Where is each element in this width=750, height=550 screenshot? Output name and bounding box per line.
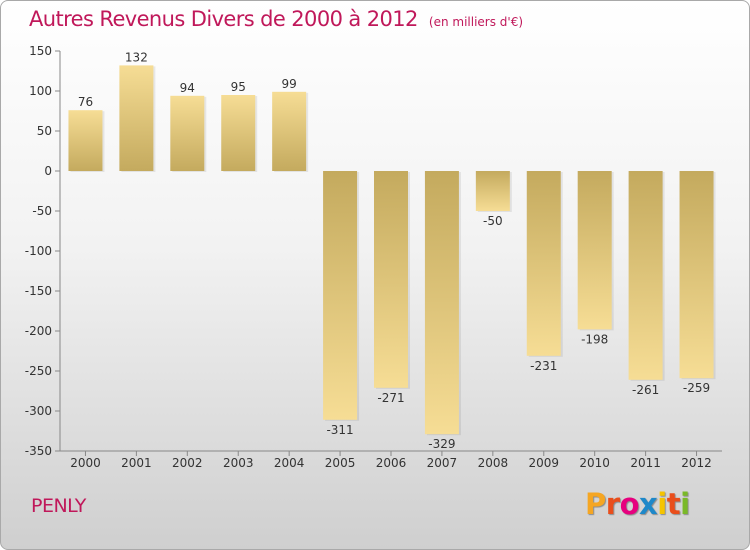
x-tick-label: 2002: [172, 456, 203, 470]
y-tick-label: -350: [25, 444, 52, 458]
y-tick-label: -100: [25, 244, 52, 258]
bar-value-label: 95: [231, 80, 246, 94]
bar-value-label: 94: [180, 81, 195, 95]
y-tick-label: -200: [25, 324, 52, 338]
logo-letter: i: [680, 487, 690, 521]
chart-unit-label: (en milliers d'€): [428, 15, 524, 29]
x-tick-label: 2008: [478, 456, 509, 470]
logo-letter: x: [639, 487, 658, 521]
bar-value-label: -50: [483, 214, 503, 228]
bar-2007: [424, 171, 459, 435]
bar-value-label: -329: [428, 437, 455, 451]
x-tick-label: 2001: [121, 456, 152, 470]
logo-letter: r: [605, 487, 620, 521]
logo-letter: P: [585, 487, 606, 521]
bar-value-label: -231: [530, 359, 557, 373]
bar-2000: [68, 110, 103, 171]
bar-2010: [577, 171, 612, 330]
chart-title-row: Autres Revenus Divers de 2000 à 2012 (en…: [29, 7, 523, 31]
bar-2004: [272, 91, 307, 171]
x-tick-label: 2006: [376, 456, 407, 470]
bar-value-label: 99: [282, 77, 297, 91]
bar-2009: [526, 171, 561, 356]
bar-2001: [119, 65, 154, 171]
bar-value-label: -271: [377, 391, 404, 405]
y-tick-label: -250: [25, 364, 52, 378]
x-tick-label: 2009: [528, 456, 559, 470]
bar-2008: [475, 171, 510, 211]
y-tick-label: 0: [44, 164, 52, 178]
y-tick-label: -300: [25, 404, 52, 418]
proxiti-logo: Proxiti: [585, 487, 690, 521]
bar-value-label: -198: [581, 332, 608, 346]
bar-value-label: -311: [326, 423, 353, 437]
y-tick-label: 50: [37, 124, 52, 138]
bar-2003: [221, 95, 256, 171]
x-tick-label: 2000: [70, 456, 101, 470]
bar-2011: [628, 171, 663, 380]
x-tick-label: 2005: [325, 456, 356, 470]
bar-value-label: -261: [632, 383, 659, 397]
bar-value-label: -259: [683, 381, 710, 395]
y-tick-label: 150: [29, 44, 52, 58]
chart-title: Autres Revenus Divers de 2000 à 2012: [29, 7, 418, 31]
logo-letter: i: [657, 487, 667, 521]
y-tick-label: 100: [29, 84, 52, 98]
y-tick-label: -50: [32, 204, 52, 218]
bar-2002: [170, 95, 205, 171]
bar-2006: [374, 171, 408, 388]
x-tick-label: 2011: [630, 456, 661, 470]
x-tick-label: 2012: [681, 456, 712, 470]
x-tick-label: 2003: [223, 456, 254, 470]
bar-value-label: 132: [125, 50, 148, 64]
x-tick-label: 2007: [427, 456, 458, 470]
bar-value-label: 76: [78, 95, 93, 109]
y-tick-label: -150: [25, 284, 52, 298]
logo-letter: o: [619, 487, 640, 521]
bar-2012: [679, 171, 714, 379]
x-tick-label: 2010: [579, 456, 610, 470]
bar-2005: [323, 171, 358, 420]
x-tick-label: 2004: [274, 456, 305, 470]
logo-letter: t: [666, 487, 681, 521]
commune-name: PENLY: [31, 495, 86, 517]
